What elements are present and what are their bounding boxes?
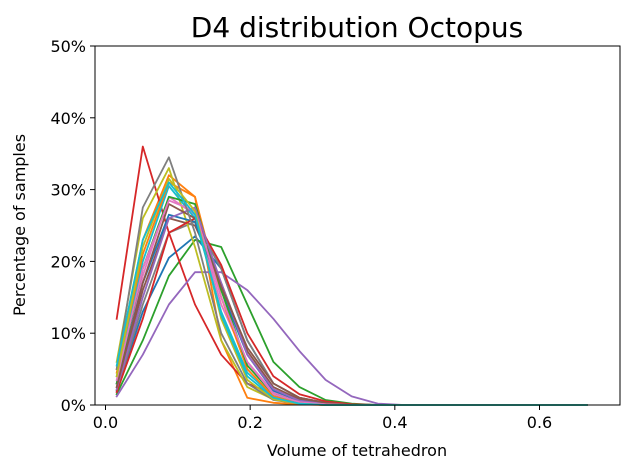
x-tick-label: 0.4 xyxy=(382,413,407,432)
x-tick-label: 0.6 xyxy=(527,413,552,432)
series-line-17 xyxy=(115,199,588,406)
y-tick-label: 30% xyxy=(50,181,86,200)
series-line-13 xyxy=(115,195,588,406)
x-tick-label: 0.2 xyxy=(237,413,262,432)
y-tick-label: 20% xyxy=(50,252,86,271)
plot-frame xyxy=(94,45,621,406)
y-tick-label: 0% xyxy=(61,396,86,415)
axes-layer: 0.0 0.2 0.4 0.6 0% 10% 20% 30% 40% 50% xyxy=(50,37,621,432)
series-line-12 xyxy=(115,181,588,406)
series-line-3 xyxy=(115,238,588,406)
y-tick-label: 40% xyxy=(50,109,86,128)
x-axis-label: Volume of tetrahedron xyxy=(267,441,447,460)
series-line-4 xyxy=(115,145,588,406)
x-tick-label: 0.0 xyxy=(93,413,118,432)
chart-title: D4 distribution Octopus xyxy=(191,11,523,44)
y-axis-label: Percentage of samples xyxy=(10,134,29,316)
series-line-7 xyxy=(115,195,588,406)
series-line-14 xyxy=(115,217,588,406)
series-layer xyxy=(115,145,588,406)
series-line-16 xyxy=(115,203,588,406)
series-line-1 xyxy=(115,235,588,406)
y-tick-label: 50% xyxy=(50,37,86,56)
series-line-20 xyxy=(115,181,588,406)
series-line-15 xyxy=(115,206,588,406)
series-line-5 xyxy=(115,271,588,406)
y-tick-label: 10% xyxy=(50,324,86,343)
series-line-6 xyxy=(115,217,588,406)
